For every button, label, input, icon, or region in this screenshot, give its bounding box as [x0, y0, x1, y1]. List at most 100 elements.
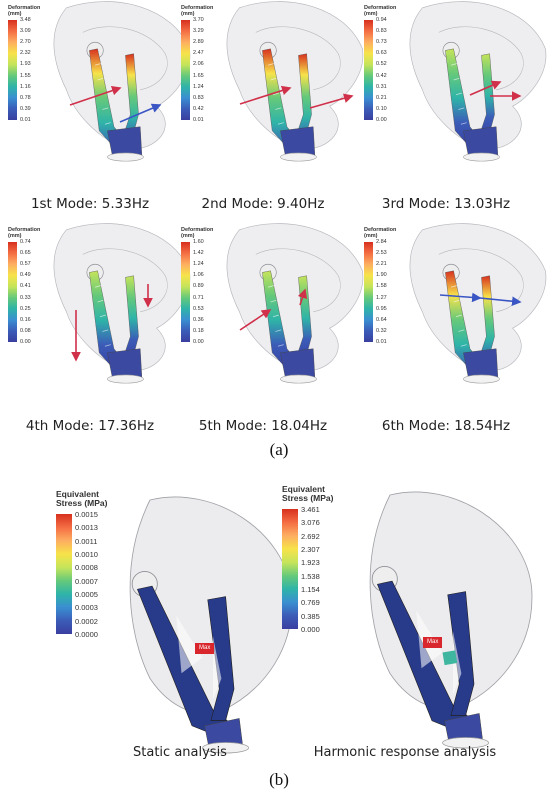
mode-1-legend-title: Deformation (mm): [8, 5, 41, 17]
lattice-strut: [267, 285, 274, 288]
static-max-tag: Max: [195, 643, 215, 654]
mode-3-legend-tick: 0.94: [376, 16, 387, 23]
mode-5-bracket: [226, 223, 364, 384]
mode-4-legend-tick: 0.33: [20, 294, 31, 301]
mode-6-legend-tick: 0.01: [376, 338, 387, 345]
mode-4-legend-tick: 0.57: [20, 261, 31, 268]
lattice-strut: [277, 344, 284, 347]
lattice-strut: [275, 329, 282, 332]
bracket-base: [280, 348, 316, 378]
base-plate: [107, 152, 144, 162]
harmonic-lattice-opening: [453, 631, 462, 695]
lattice-strut: [97, 77, 104, 81]
harmonic-bracket-arm-right: [447, 591, 475, 716]
mode-1-legend-tick: 0.78: [20, 94, 31, 101]
static-legend-tick: 0.0011: [75, 536, 98, 546]
mode-2-legend-tick: 0.83: [193, 94, 204, 101]
mode-1-legend-tick: 0.39: [20, 105, 31, 112]
mode-6-legend-tick: 0.32: [376, 327, 387, 334]
mode-1-legend-tick: 3.48: [20, 16, 31, 23]
lattice-strut: [104, 122, 111, 125]
mode-2-caption: 2nd Mode: 9.40Hz: [201, 196, 325, 212]
mode-3-legend-tick: 0.21: [376, 94, 387, 101]
mode-4-bracket: [53, 223, 191, 384]
static-legend-tick: 0.0003: [75, 603, 98, 613]
mode-4-legend-tick: 0.41: [20, 283, 31, 290]
lattice-strut: [455, 314, 462, 318]
mode-6-legend-tick: 1.58: [376, 283, 387, 290]
mode-4-legend-title: Deformation (mm): [8, 227, 41, 239]
base-plate: [280, 152, 317, 162]
mode-1-legend-tick: 1.55: [20, 72, 31, 79]
base-plate: [107, 374, 144, 384]
static-legend-tick: 0.0010: [75, 549, 98, 559]
mode-6-legend-tick: 0.95: [376, 305, 387, 312]
mode-5-arrow: [239, 309, 272, 331]
lattice-strut: [270, 299, 277, 303]
harmonic-base-plate: [442, 737, 490, 749]
mode-4-legend-tick: 0.65: [20, 250, 31, 257]
static-legend-title: Equivalent Stress (MPa): [56, 489, 108, 508]
mode-6-legend-tick: 1.90: [376, 272, 387, 279]
static-base-plate: [202, 742, 250, 754]
mode-1-legend-colorbar: [8, 20, 17, 120]
mode-3-legend-tick: 0.63: [376, 50, 387, 57]
mode-1-legend-tick: 1.93: [20, 61, 31, 68]
mode-5-legend-tick: 0.18: [193, 327, 204, 334]
lattice-strut: [97, 299, 104, 303]
mode-4-legend-tick: 0.49: [20, 272, 31, 279]
mode-1-legend-tick: 3.09: [20, 28, 31, 35]
translucent-shell: [53, 223, 191, 371]
lattice-strut: [275, 107, 282, 110]
static-legend-tick: 0.0005: [75, 589, 98, 599]
static-lattice-opening: [213, 636, 222, 700]
mode-4-legend-tick: 0.74: [20, 238, 31, 245]
harmonic-legend-colorbar: [282, 509, 298, 629]
mode-5-legend-tick: 0.53: [193, 305, 204, 312]
harmonic-legend-tick: 3.076: [301, 518, 320, 528]
mode-2-legend-tick: 0.42: [193, 105, 204, 112]
mode-6-legend-title: Deformation (mm): [364, 227, 397, 239]
mode-6-caption: 6th Mode: 18.54Hz: [381, 418, 511, 434]
lattice-strut: [460, 344, 467, 347]
static-bracket-base: [204, 718, 243, 748]
base-plate: [463, 374, 500, 384]
bracket-base: [107, 126, 143, 156]
bracket-base: [463, 126, 499, 156]
translucent-shell: [226, 223, 364, 371]
harmonic-model: [369, 491, 533, 749]
lattice-strut: [272, 92, 279, 96]
mode-1-legend-tick: 0.01: [20, 116, 31, 123]
harmonic-stress-hotspot: [442, 650, 458, 666]
mode-5-legend-tick: 0.89: [193, 283, 204, 290]
mode-3-legend-tick: 0.10: [376, 105, 387, 112]
part-b-label: (b): [269, 770, 289, 789]
lattice-strut: [267, 63, 274, 66]
mode-6-bracket: [409, 223, 547, 384]
mode-5-caption: 5th Mode: 18.04Hz: [198, 418, 328, 434]
translucent-shell: [226, 1, 364, 149]
harmonic-max-tag: Max: [423, 637, 443, 648]
harmonic-legend-tick: 0.000: [301, 624, 320, 634]
lattice-strut: [94, 285, 101, 288]
mode-5-legend-tick: 1.60: [193, 238, 204, 245]
harmonic-legend-tick: 0.385: [301, 611, 320, 621]
static-legend-tick: 0.0013: [75, 523, 98, 533]
static-legend-tick: 0.0015: [75, 509, 98, 519]
mode-2-legend-tick: 2.89: [193, 39, 204, 46]
lattice-strut: [453, 77, 460, 81]
base-plate: [463, 152, 500, 162]
lattice-strut: [450, 285, 457, 288]
lattice-strut: [272, 314, 279, 318]
mode-5-legend-tick: 0.36: [193, 316, 204, 323]
mode-3-caption: 3rd Mode: 13.03Hz: [381, 196, 511, 212]
translucent-shell: [53, 1, 191, 149]
mode-4-legend-tick: 0.16: [20, 316, 31, 323]
mode-3-legend-title: Deformation (mm): [364, 5, 397, 17]
mode-5-legend-tick: 0.71: [193, 294, 204, 301]
lattice-strut: [450, 63, 457, 66]
mode-2-legend-tick: 2.06: [193, 61, 204, 68]
mode-2-legend-tick: 2.47: [193, 50, 204, 57]
mode-2-legend-colorbar: [181, 20, 190, 120]
bracket-base: [107, 348, 143, 378]
